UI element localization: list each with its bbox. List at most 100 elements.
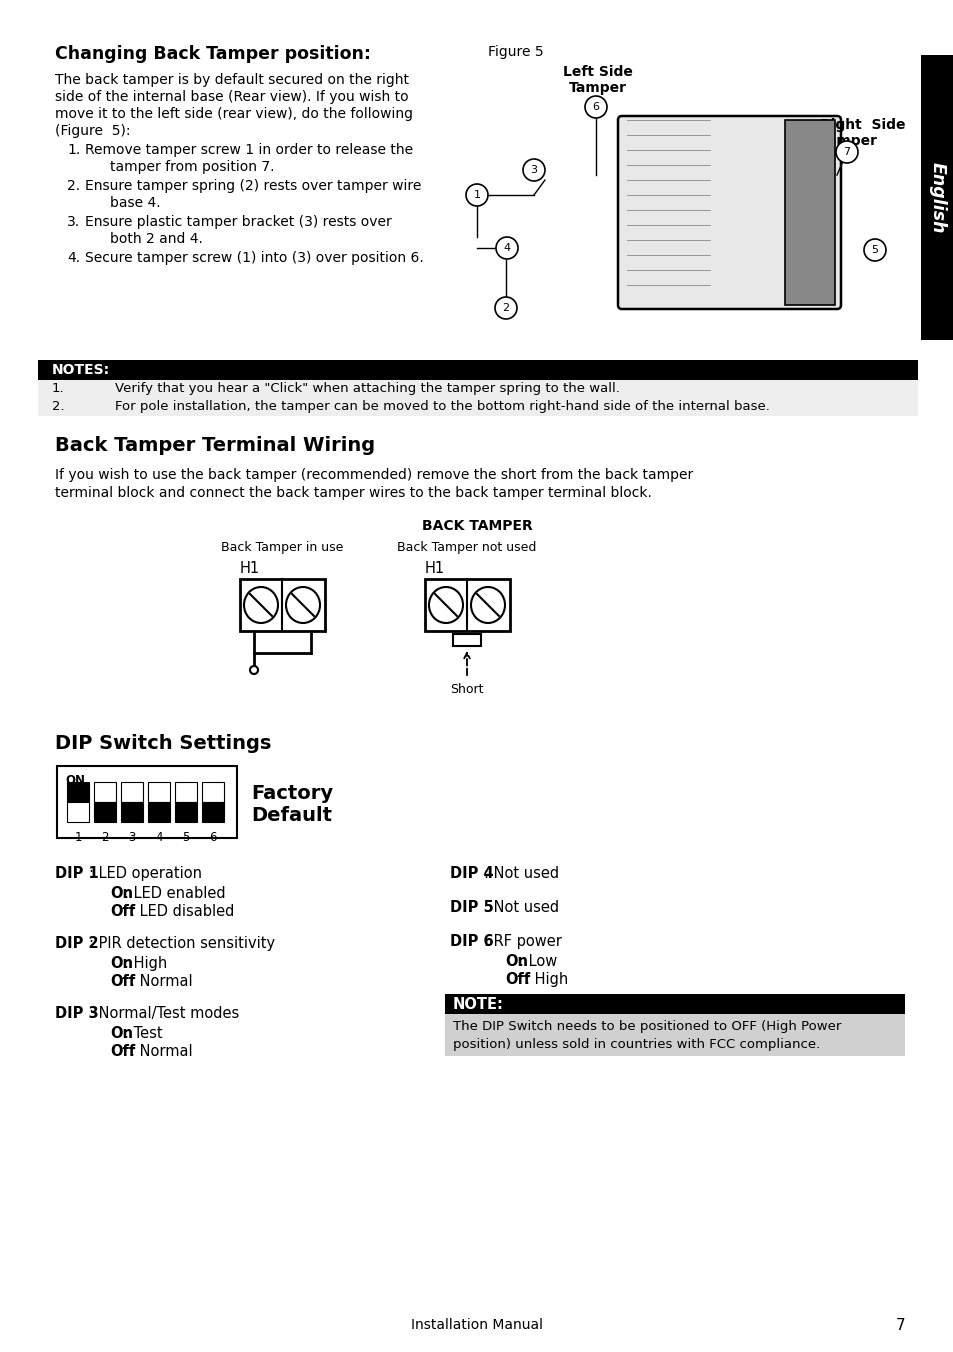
Bar: [38, 380, 917, 397]
Text: Ensure plastic tamper bracket (3) rests over: Ensure plastic tamper bracket (3) rests …: [85, 215, 392, 228]
Text: Off: Off: [110, 973, 135, 990]
Bar: [121, 802, 143, 822]
Bar: [174, 802, 196, 822]
Bar: [920, 55, 953, 339]
Circle shape: [465, 184, 488, 206]
Text: Figure 5: Figure 5: [488, 45, 543, 59]
Bar: [121, 781, 143, 802]
Circle shape: [835, 141, 857, 164]
Text: Back Tamper Terminal Wiring: Back Tamper Terminal Wiring: [55, 435, 375, 456]
Bar: [202, 802, 224, 822]
Text: Right  Side
Tamper: Right Side Tamper: [820, 118, 904, 149]
Bar: [174, 781, 196, 802]
Text: For pole installation, the tamper can be moved to the bottom right-hand side of : For pole installation, the tamper can be…: [115, 400, 769, 412]
Circle shape: [250, 667, 257, 675]
Circle shape: [495, 297, 517, 319]
Text: 4: 4: [155, 831, 163, 844]
Text: move it to the left side (rear view), do the following: move it to the left side (rear view), do…: [55, 107, 413, 120]
Text: : Normal: : Normal: [131, 973, 193, 990]
Text: Ensure tamper spring (2) rests over tamper wire: Ensure tamper spring (2) rests over tamp…: [85, 178, 421, 193]
Text: On: On: [110, 886, 132, 900]
Text: DIP 1: DIP 1: [55, 867, 99, 882]
Text: : High: : High: [525, 972, 568, 987]
Bar: [202, 781, 224, 802]
Circle shape: [584, 96, 606, 118]
Text: DIP Switch Settings: DIP Switch Settings: [55, 734, 271, 753]
Text: Left Side
Tamper: Left Side Tamper: [562, 65, 632, 95]
Circle shape: [522, 160, 544, 181]
Text: ON: ON: [65, 773, 85, 787]
Text: NOTES:: NOTES:: [52, 362, 110, 377]
Bar: [148, 802, 170, 822]
Text: Back Tamper not used: Back Tamper not used: [396, 541, 537, 554]
Text: Back Tamper in use: Back Tamper in use: [220, 541, 343, 554]
FancyBboxPatch shape: [618, 116, 841, 310]
Text: : PIR detection sensitivity: : PIR detection sensitivity: [89, 936, 274, 950]
Text: 6: 6: [592, 101, 598, 112]
Bar: [94, 781, 116, 802]
Ellipse shape: [429, 587, 462, 623]
Text: : LED disabled: : LED disabled: [131, 904, 234, 919]
Text: If you wish to use the back tamper (recommended) remove the short from the back : If you wish to use the back tamper (reco…: [55, 468, 693, 483]
Text: DIP 2: DIP 2: [55, 936, 98, 950]
Text: 1: 1: [74, 831, 82, 844]
Text: Installation Manual: Installation Manual: [411, 1318, 542, 1332]
Text: NOTE:: NOTE:: [453, 996, 503, 1013]
Bar: [148, 781, 170, 802]
Bar: [240, 579, 325, 631]
Ellipse shape: [471, 587, 504, 623]
Text: 6: 6: [209, 831, 216, 844]
Text: Factory
Default: Factory Default: [251, 784, 333, 825]
Text: : Normal/Test modes: : Normal/Test modes: [89, 1006, 239, 1021]
Text: both 2 and 4.: both 2 and 4.: [110, 233, 203, 246]
Text: : Normal: : Normal: [131, 1044, 193, 1059]
Bar: [57, 767, 236, 838]
Circle shape: [496, 237, 517, 260]
Ellipse shape: [286, 587, 319, 623]
Bar: [94, 802, 116, 822]
Text: DIP 4: DIP 4: [450, 867, 493, 882]
Bar: [67, 781, 89, 802]
Text: : Not used: : Not used: [483, 867, 558, 882]
Text: tamper from position 7.: tamper from position 7.: [110, 160, 274, 174]
Bar: [38, 397, 917, 416]
Text: 2.: 2.: [52, 400, 65, 412]
Text: 7: 7: [842, 147, 850, 157]
Text: (Figure  5):: (Figure 5):: [55, 124, 131, 138]
Text: DIP 3: DIP 3: [55, 1006, 98, 1021]
Text: 5: 5: [871, 245, 878, 256]
Text: 2: 2: [502, 303, 509, 314]
Text: 3.: 3.: [67, 215, 80, 228]
Bar: [444, 1014, 904, 1056]
Text: Secure tamper screw (1) into (3) over position 6.: Secure tamper screw (1) into (3) over po…: [85, 251, 423, 265]
Text: Remove tamper screw 1 in order to release the: Remove tamper screw 1 in order to releas…: [85, 143, 413, 157]
Text: : Low: : Low: [518, 955, 557, 969]
Bar: [67, 802, 89, 822]
Text: : LED operation: : LED operation: [89, 867, 202, 882]
Text: 4.: 4.: [67, 251, 80, 265]
Text: H1: H1: [240, 561, 260, 576]
Text: BACK TAMPER: BACK TAMPER: [421, 519, 532, 533]
Text: 4: 4: [503, 243, 510, 253]
Text: English: English: [927, 162, 945, 234]
Text: 3: 3: [530, 165, 537, 174]
Text: 5: 5: [182, 831, 190, 844]
Text: : LED enabled: : LED enabled: [124, 886, 225, 900]
Text: The back tamper is by default secured on the right: The back tamper is by default secured on…: [55, 73, 409, 87]
Text: On: On: [110, 1026, 132, 1041]
Text: 2.: 2.: [67, 178, 80, 193]
Text: H1: H1: [424, 561, 445, 576]
Text: position) unless sold in countries with FCC compliance.: position) unless sold in countries with …: [453, 1038, 820, 1051]
Text: 1: 1: [473, 191, 480, 200]
Text: Verify that you hear a "Click" when attaching the tamper spring to the wall.: Verify that you hear a "Click" when atta…: [115, 383, 619, 395]
Text: DIP 6: DIP 6: [450, 934, 493, 949]
Text: 7: 7: [895, 1318, 904, 1333]
Text: : Test: : Test: [124, 1026, 162, 1041]
Text: Off: Off: [110, 904, 135, 919]
Bar: [444, 994, 904, 1014]
Text: : High: : High: [124, 956, 167, 971]
Text: side of the internal base (Rear view). If you wish to: side of the internal base (Rear view). I…: [55, 91, 408, 104]
Text: base 4.: base 4.: [110, 196, 160, 210]
Text: 1.: 1.: [52, 383, 65, 395]
Text: : Not used: : Not used: [483, 900, 558, 915]
